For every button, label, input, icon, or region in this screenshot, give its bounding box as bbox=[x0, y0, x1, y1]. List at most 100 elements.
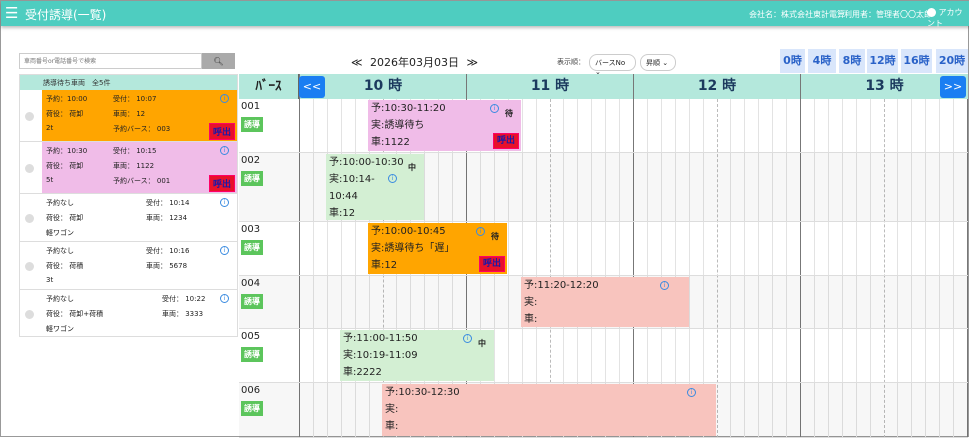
timeline-next-button[interactable]: >> bbox=[940, 76, 966, 98]
timeline-prev-button[interactable]: << bbox=[299, 76, 325, 98]
guide-button[interactable]: 誘導 bbox=[241, 347, 263, 362]
hour-button-16[interactable]: 16時 bbox=[901, 49, 932, 73]
grid-line bbox=[842, 99, 843, 438]
select-radio[interactable] bbox=[25, 262, 34, 271]
hour-button-20[interactable]: 20時 bbox=[936, 49, 968, 73]
berth-number: 005 bbox=[241, 331, 261, 342]
grid-line bbox=[953, 99, 954, 438]
info-icon[interactable]: i bbox=[220, 146, 229, 155]
call-button[interactable]: 呼出 bbox=[208, 175, 235, 192]
waiting-item[interactable]: 予約なし 受付： 10:22 荷役： 荷卸+荷積 車両： 3333 軽ワゴン i bbox=[20, 290, 237, 337]
info-icon[interactable]: i bbox=[220, 198, 229, 207]
guide-button[interactable]: 誘導 bbox=[241, 294, 263, 309]
info-icon[interactable]: i bbox=[660, 281, 669, 290]
grid-line bbox=[313, 99, 314, 438]
account-menu[interactable]: アカウント bbox=[927, 7, 969, 29]
sort-order-value: 昇順 bbox=[646, 59, 660, 67]
sort-order-select[interactable]: 昇順 ⌄ bbox=[640, 54, 676, 71]
grid-line bbox=[675, 99, 676, 438]
hour-button-4[interactable]: 4時 bbox=[808, 49, 836, 73]
waiting-item[interactable]: 予約なし 受付： 10:14 荷役： 荷卸 車両： 1234 軽ワゴン i bbox=[20, 194, 237, 242]
waiting-item[interactable]: 予約なし 受付： 10:16 荷役： 荷積 車両： 5678 3t i bbox=[20, 242, 237, 290]
vehicle-number: 車:1122 bbox=[371, 137, 410, 148]
cargo-type: 荷役： 荷卸 bbox=[46, 110, 84, 118]
info-icon[interactable]: i bbox=[388, 174, 397, 183]
vehicle-number: 車: bbox=[524, 314, 538, 325]
grid-line bbox=[605, 99, 606, 438]
hour-button-0[interactable]: 0時 bbox=[780, 49, 805, 73]
grid-line bbox=[661, 99, 662, 438]
waiting-item[interactable]: 予約：10:00 受付： 10:07 荷役： 荷卸 車両： 12 2t i 予約バ… bbox=[20, 90, 237, 142]
chevron-down-icon: ⌄ bbox=[662, 59, 669, 67]
info-icon[interactable]: i bbox=[220, 294, 229, 303]
info-icon[interactable]: i bbox=[687, 388, 696, 397]
guide-button[interactable]: 誘導 bbox=[241, 117, 263, 132]
grid-line bbox=[536, 99, 537, 438]
waiting-item[interactable]: 予約：10:30 受付： 10:15 荷役： 荷卸 車両： 1122 5t i 予… bbox=[20, 142, 237, 194]
select-radio[interactable] bbox=[25, 112, 34, 121]
grid-line bbox=[591, 99, 592, 438]
reservation-block[interactable]: 予:10:00-10:30 実:10:14- 10:44 車:12 i 中 bbox=[326, 154, 424, 220]
grid-line bbox=[647, 99, 648, 438]
call-button[interactable]: 呼出 bbox=[478, 256, 505, 272]
reservation-block[interactable]: 予:11:00-11:50 実:10:19-11:09 車:2222 i 中 bbox=[340, 330, 494, 381]
hamburger-icon[interactable]: ☰ bbox=[5, 4, 19, 22]
search-input[interactable] bbox=[19, 53, 202, 69]
grid-line bbox=[633, 99, 634, 438]
reservation-block[interactable]: 予:10:30-12:30 実: 車: i bbox=[382, 384, 716, 436]
grid-line bbox=[689, 99, 690, 438]
select-radio[interactable] bbox=[25, 164, 34, 173]
grid-line bbox=[828, 99, 829, 438]
grid-line bbox=[550, 99, 551, 438]
guide-button[interactable]: 誘導 bbox=[241, 240, 263, 255]
prev-day-button[interactable]: ≪ bbox=[351, 56, 363, 69]
vehicle-number: 車両： 1234 bbox=[146, 214, 188, 222]
berth-number: 001 bbox=[241, 101, 261, 112]
top-bar: ☰ 受付誘導(一覧) 会社名：株式会社東計電算 利用者：管理者〇〇太郎 アカウン… bbox=[1, 1, 969, 29]
sort-field-select[interactable]: バースNo ⌄ bbox=[589, 54, 636, 76]
guide-button[interactable]: 誘導 bbox=[241, 401, 263, 416]
call-button[interactable]: 呼出 bbox=[492, 133, 519, 149]
call-button[interactable]: 呼出 bbox=[208, 123, 235, 140]
actual-time-end: 10:44 bbox=[329, 191, 358, 202]
grid-line bbox=[299, 99, 300, 438]
received-time: 受付： 10:15 bbox=[113, 147, 157, 155]
guide-button[interactable]: 誘導 bbox=[241, 171, 263, 186]
reservation-block[interactable]: 予:10:00-10:45 実:誘導待ち「遅」 車:12 i 待呼出 bbox=[368, 223, 507, 274]
vehicle-number: 車両： 3333 bbox=[162, 310, 204, 318]
account-label: アカウント bbox=[927, 8, 963, 28]
hour-button-12[interactable]: 12時 bbox=[867, 49, 898, 73]
reservation-block[interactable]: 予:10:30-11:20 実:誘導待ち 車:1122 i 待呼出 bbox=[368, 100, 521, 151]
reserve-time: 予約なし bbox=[46, 295, 74, 303]
reserve-time: 予約なし bbox=[46, 199, 74, 207]
berth-row: 003 誘導 bbox=[239, 222, 968, 276]
info-icon[interactable]: i bbox=[220, 246, 229, 255]
grid-line bbox=[939, 99, 940, 438]
grid-line bbox=[577, 99, 578, 438]
select-radio[interactable] bbox=[25, 214, 34, 223]
info-icon[interactable]: i bbox=[476, 227, 485, 236]
search-button[interactable]: 🔍︎ bbox=[202, 53, 235, 69]
reservation-block[interactable]: 予:11:20-12:20 実: 車: i bbox=[521, 277, 689, 327]
info-icon[interactable]: i bbox=[220, 94, 229, 103]
received-time: 受付： 10:14 bbox=[146, 199, 190, 207]
cargo-type: 荷役： 荷卸 bbox=[46, 162, 84, 170]
received-time: 受付： 10:22 bbox=[162, 295, 206, 303]
vehicle-number: 車:12 bbox=[371, 260, 398, 271]
next-day-button[interactable]: ≫ bbox=[466, 56, 479, 69]
select-radio[interactable] bbox=[25, 309, 34, 319]
grid-line bbox=[758, 99, 759, 438]
hour-button-8[interactable]: 8時 bbox=[839, 49, 865, 73]
vehicle-number: 車両： 5678 bbox=[146, 262, 188, 270]
reserve-time: 予約：10:00 bbox=[46, 95, 88, 103]
info-icon[interactable]: i bbox=[463, 334, 472, 343]
hour-header-10: 10 時 bbox=[299, 74, 466, 99]
grid-line bbox=[884, 99, 885, 438]
berth-timeline: ﾊﾞｰｽ 10 時 11 時 12 時 13 時 << >> 001 誘導 予:1… bbox=[239, 74, 968, 438]
cargo-type: 荷役： 荷積 bbox=[46, 262, 84, 270]
grid-line bbox=[911, 99, 912, 438]
vehicle-size: 5t bbox=[46, 176, 54, 184]
cargo-type: 荷役： 荷卸+荷積 bbox=[46, 310, 104, 318]
info-icon[interactable]: i bbox=[490, 104, 499, 113]
vehicle-number: 車: bbox=[385, 421, 399, 432]
